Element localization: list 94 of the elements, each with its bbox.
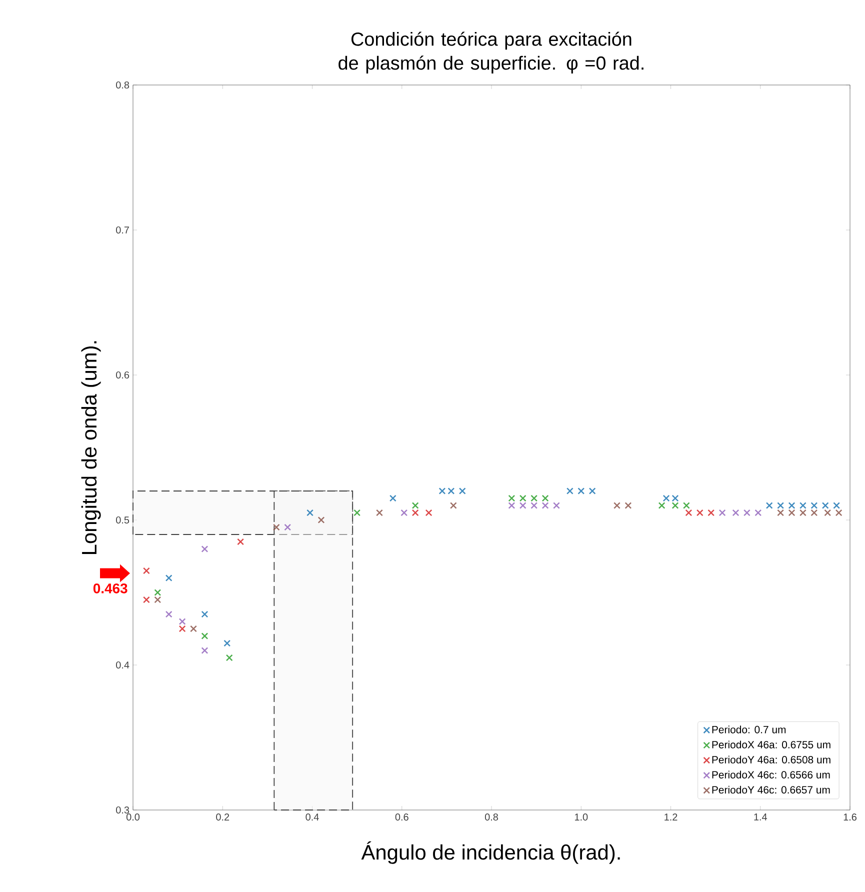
point [412, 502, 419, 509]
point [519, 502, 526, 509]
x-tick-label: 0.4 [306, 814, 319, 821]
point [708, 509, 715, 516]
point [412, 509, 419, 516]
chart-title: Condición teórica para excitación de plasmón de superficie. φ =0 rad. [338, 32, 644, 74]
point [530, 502, 538, 509]
point [224, 640, 231, 647]
point [201, 610, 208, 618]
y-tick-label: 0.4 [116, 661, 130, 669]
point [201, 647, 208, 654]
x-tick-label: 1.6 [844, 814, 856, 821]
legend-label: Periodo: 0.7 um [712, 726, 786, 734]
point [614, 502, 620, 509]
point [508, 502, 516, 509]
x-axis-title: Ángulo de incidencia θ(rad). [361, 841, 620, 864]
point [508, 494, 516, 502]
point [142, 596, 150, 604]
point [542, 502, 549, 509]
y-tick-label: 0.8 [116, 81, 130, 89]
point [450, 502, 457, 509]
point [201, 632, 208, 640]
y-tick-label: 0.3 [116, 806, 130, 814]
point [682, 502, 690, 509]
point [389, 494, 396, 502]
point [799, 509, 806, 516]
x-tick-label: 1.4 [754, 814, 768, 820]
point [777, 502, 784, 509]
point [766, 502, 773, 509]
point [201, 546, 208, 552]
x-tick-label: 0.0 [126, 814, 140, 821]
y-tick-label: 0.6 [116, 371, 130, 379]
point [458, 488, 466, 494]
point [553, 502, 560, 509]
point [566, 488, 574, 494]
point [696, 509, 704, 516]
point [833, 502, 840, 509]
point [658, 502, 666, 509]
point [754, 509, 762, 516]
point [777, 509, 784, 516]
point [530, 494, 538, 502]
point [272, 524, 280, 531]
point [810, 509, 818, 516]
x-tick-label: 0.2 [216, 814, 230, 821]
point [578, 488, 585, 494]
point [318, 516, 325, 524]
y-tick-label: 0.7 [116, 226, 129, 234]
point [165, 574, 172, 582]
point [788, 502, 796, 509]
legend-label: PeriodoY 46c: 0.6657 um [712, 786, 830, 794]
legend-label: PeriodoY 46a: 0.6508 um [712, 756, 830, 764]
point [190, 625, 197, 632]
point [822, 502, 829, 509]
point [519, 494, 526, 502]
point [226, 654, 233, 662]
point [448, 488, 455, 494]
x-tick-label: 1.2 [664, 814, 678, 820]
point [354, 509, 361, 516]
legend-label: PeriodoX 46c: 0.6566 um [712, 770, 830, 778]
point [425, 509, 432, 516]
point [732, 509, 740, 516]
x-tick-label: 1.0 [574, 814, 588, 821]
point [672, 502, 679, 509]
y-tick-label: 0.5 [116, 516, 130, 524]
point [624, 502, 632, 509]
point [743, 509, 750, 516]
point [835, 509, 842, 516]
point [672, 494, 679, 502]
point [799, 502, 806, 509]
point [376, 509, 383, 516]
point [306, 509, 314, 516]
point [165, 610, 172, 618]
text: 0.463 [93, 583, 128, 594]
point [810, 502, 818, 509]
point [788, 509, 796, 516]
point [438, 488, 446, 494]
point [718, 509, 726, 516]
point [685, 509, 692, 516]
point [542, 494, 549, 502]
point [824, 509, 832, 516]
x-tick-label: 0.8 [484, 814, 498, 821]
point [154, 589, 162, 596]
point [142, 567, 150, 574]
point [154, 596, 162, 604]
legend-label: PeriodoX 46a: 0.6755 um [712, 740, 830, 748]
point [662, 494, 670, 502]
y-axis-title: Longitud de onda (um). [81, 341, 101, 554]
point [588, 488, 596, 494]
point [178, 618, 186, 625]
point [178, 625, 186, 632]
x-tick-label: 0.6 [395, 814, 408, 821]
point [400, 509, 408, 516]
point [237, 538, 244, 546]
point [284, 524, 292, 531]
